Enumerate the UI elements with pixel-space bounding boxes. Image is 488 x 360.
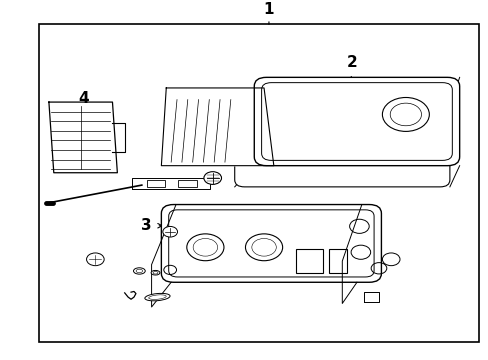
Circle shape [203, 172, 221, 184]
Text: 3: 3 [141, 218, 151, 233]
FancyBboxPatch shape [261, 83, 451, 160]
FancyBboxPatch shape [161, 204, 381, 282]
Polygon shape [161, 88, 273, 166]
Bar [328, 249, 346, 274]
Polygon shape [132, 178, 210, 189]
Bar [178, 180, 197, 186]
Text: 4: 4 [78, 91, 88, 105]
Ellipse shape [144, 293, 170, 301]
Polygon shape [342, 204, 361, 303]
Polygon shape [364, 292, 378, 302]
Bar [39, 24, 478, 342]
Bar [146, 180, 165, 186]
FancyBboxPatch shape [254, 77, 459, 166]
Polygon shape [151, 204, 176, 307]
Circle shape [163, 226, 177, 237]
Text: 2: 2 [346, 55, 357, 70]
Text: 1: 1 [263, 2, 274, 17]
FancyBboxPatch shape [168, 210, 373, 277]
FancyBboxPatch shape [234, 105, 449, 187]
Circle shape [86, 253, 104, 266]
Circle shape [350, 245, 370, 259]
Ellipse shape [133, 268, 145, 274]
Polygon shape [49, 102, 117, 173]
Bar [295, 249, 322, 274]
Ellipse shape [151, 270, 160, 275]
